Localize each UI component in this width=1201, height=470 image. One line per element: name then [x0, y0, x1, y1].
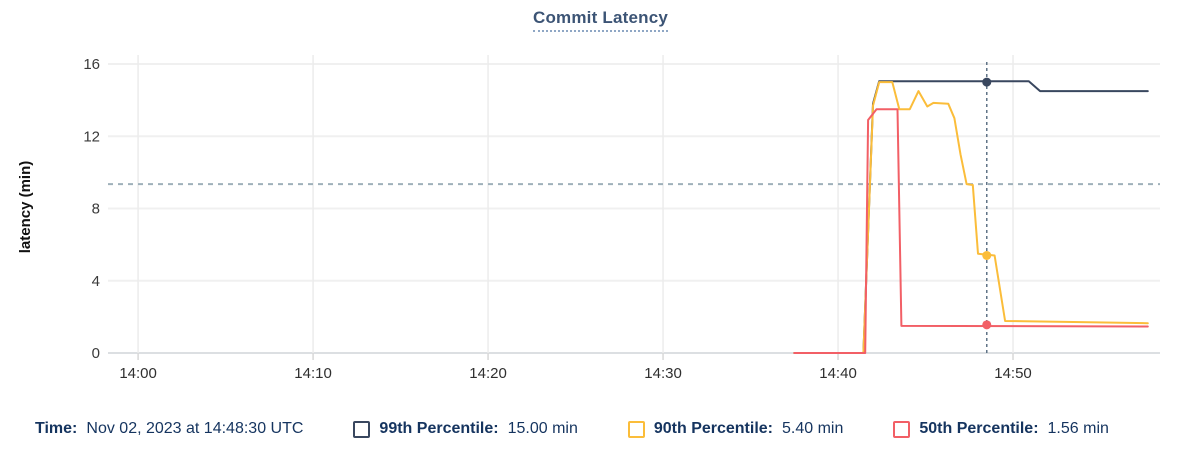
- series-line-90th-percentile[interactable]: [793, 81, 1149, 354]
- legend-item-99th-percentile[interactable]: 99th Percentile: 15.00 min: [353, 420, 578, 438]
- x-tick-label: 14:50: [994, 365, 1032, 382]
- y-tick-label: 0: [92, 345, 100, 362]
- chart-title[interactable]: Commit Latency: [532, 8, 669, 32]
- cursor-dot-99th-percentile: [982, 77, 992, 87]
- series-swatch-50th: [893, 420, 911, 438]
- y-tick-label: 12: [83, 128, 100, 145]
- y-tick-label: 8: [92, 201, 100, 218]
- legend-label: 90th Percentile:: [653, 420, 773, 437]
- legend-item-50th-percentile[interactable]: 50th Percentile: 1.56 min: [893, 420, 1109, 438]
- y-axis-title: latency (min): [17, 161, 34, 254]
- y-tick-label: 4: [92, 273, 100, 290]
- time-label: Time:: [35, 420, 78, 437]
- x-tick-label: 14:10: [294, 365, 332, 382]
- x-tick-label: 14:20: [469, 365, 507, 382]
- grid-layer: [108, 55, 1160, 360]
- legend-label: 99th Percentile:: [379, 420, 499, 437]
- chart-legend: Time: Nov 02, 2023 at 14:48:30 UTC 99th …: [35, 420, 1109, 438]
- series-line-50th-percentile[interactable]: [793, 108, 1149, 354]
- legend-value: 1.56 min: [1047, 420, 1109, 437]
- cursor-time-readout: Time: Nov 02, 2023 at 14:48:30 UTC: [35, 420, 303, 438]
- series-layer: [108, 62, 1160, 354]
- chart-canvas[interactable]: 0 4 8 12 16 14:00 14:10 14:20 14:30 14:40 14:50 la…: [0, 0, 1201, 412]
- legend-value: 15.00 min: [507, 420, 578, 437]
- y-tick-label: 16: [83, 56, 100, 73]
- cursor-dot-50th-percentile: [982, 320, 992, 330]
- series-swatch-90th: [627, 420, 645, 438]
- axis-label-layer: 0 4 8 12 16 14:00 14:10 14:20 14:30 14:40 14:50: [83, 56, 1031, 382]
- time-value: Nov 02, 2023 at 14:48:30 UTC: [86, 420, 304, 437]
- series-line-99th-percentile[interactable]: [793, 80, 1149, 354]
- x-tick-label: 14:00: [119, 365, 157, 382]
- legend-value: 5.40 min: [782, 420, 844, 437]
- legend-item-90th-percentile[interactable]: 90th Percentile: 5.40 min: [627, 420, 844, 438]
- x-tick-label: 14:40: [819, 365, 857, 382]
- cursor-dot-90th-percentile: [982, 250, 992, 260]
- chart-title-wrap: Commit Latency: [0, 8, 1201, 32]
- legend-label: 50th Percentile:: [919, 420, 1039, 437]
- series-swatch-99th: [353, 420, 371, 438]
- x-tick-label: 14:30: [644, 365, 682, 382]
